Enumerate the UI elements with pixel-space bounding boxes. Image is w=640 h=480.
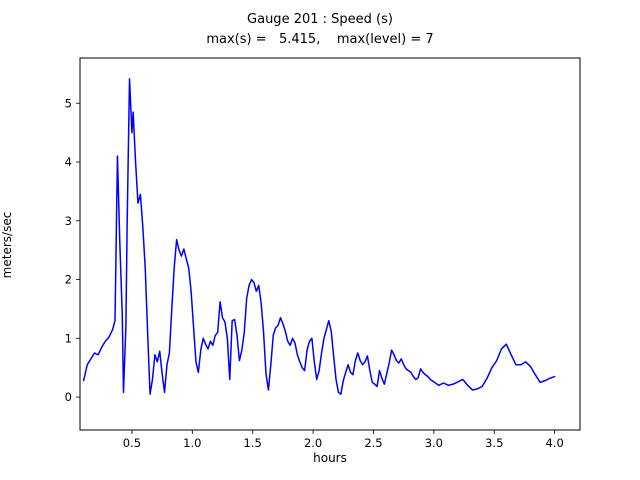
- x-tick-label: 1.5: [244, 436, 262, 450]
- y-tick-label: 0: [65, 390, 72, 404]
- title-block: Gauge 201 : Speed (s) max(s) = 5.415, ma…: [0, 10, 640, 50]
- x-tick-label: 4.0: [545, 436, 563, 450]
- x-axis-label: hours: [313, 451, 347, 465]
- speed-line-series: [82, 78, 556, 395]
- chart-title: Gauge 201 : Speed (s): [247, 12, 393, 27]
- plot-frame: [79, 57, 581, 431]
- x-tick-label: 2.5: [364, 436, 382, 450]
- y-axis-label: meters/sec: [0, 211, 14, 279]
- y-tick-label: 4: [65, 155, 72, 169]
- x-tick-label: 2.0: [304, 436, 322, 450]
- x-tick-label: 3.5: [485, 436, 503, 450]
- y-tick-label: 1: [65, 331, 72, 345]
- y-tick-label: 2: [65, 273, 72, 287]
- x-tick-label: 1.0: [183, 436, 201, 450]
- y-tick-label: 5: [65, 96, 72, 110]
- y-tick-label: 3: [65, 214, 72, 228]
- x-tick-label: 0.5: [123, 436, 141, 450]
- x-tick-label: 3.0: [425, 436, 443, 450]
- chart-subtitle: max(s) = 5.415, max(level) = 7: [206, 32, 434, 47]
